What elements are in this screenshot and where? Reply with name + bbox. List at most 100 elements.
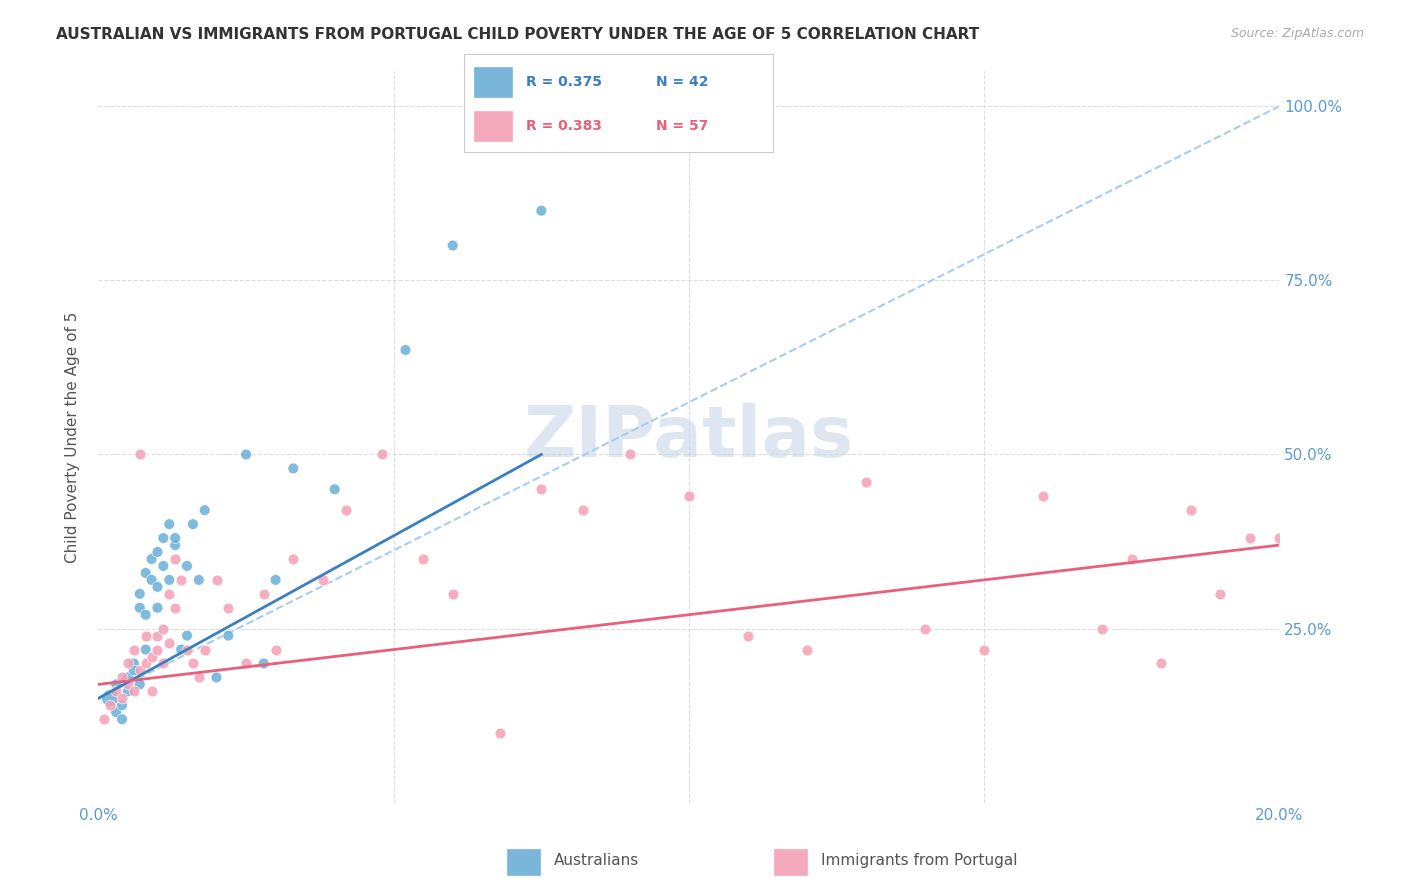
Point (530, 203, 553, 218)
Point (235, 657, 257, 671)
Point (93, 712, 115, 726)
Point (157, 635, 180, 649)
Point (217, 600, 239, 615)
FancyBboxPatch shape (506, 848, 541, 876)
Point (619, 448, 641, 462)
Point (1268, 531, 1291, 545)
Point (1209, 587, 1232, 601)
Point (394, 343, 416, 357)
Point (441, 238, 464, 252)
Point (194, 642, 217, 657)
Point (117, 657, 139, 671)
Point (194, 503, 217, 517)
Point (1150, 657, 1173, 671)
Point (253, 657, 276, 671)
Point (98, 698, 121, 713)
Point (323, 483, 346, 497)
Point (141, 573, 163, 587)
Point (128, 600, 150, 615)
Point (128, 587, 150, 601)
Point (135, 566, 157, 580)
Point (135, 657, 157, 671)
Point (796, 642, 818, 657)
Point (253, 587, 276, 601)
Point (157, 517, 180, 532)
Point (235, 448, 257, 462)
FancyBboxPatch shape (474, 66, 513, 98)
Point (571, 503, 593, 517)
Point (122, 664, 145, 678)
FancyBboxPatch shape (474, 111, 513, 142)
Point (105, 684, 128, 698)
Point (141, 552, 163, 566)
Point (165, 600, 187, 615)
Point (152, 622, 174, 636)
Point (128, 664, 150, 678)
Text: AUSTRALIAN VS IMMIGRANTS FROM PORTUGAL CHILD POVERTY UNDER THE AGE OF 5 CORRELAT: AUSTRALIAN VS IMMIGRANTS FROM PORTUGAL C… (56, 27, 980, 42)
Point (441, 587, 464, 601)
Point (122, 657, 145, 671)
Point (152, 558, 174, 573)
Point (111, 670, 134, 684)
Point (335, 503, 357, 517)
Point (283, 552, 305, 566)
Point (105, 705, 128, 719)
Point (205, 573, 228, 587)
Text: ZIPatlas: ZIPatlas (524, 402, 853, 472)
Point (283, 461, 305, 475)
Point (165, 531, 187, 545)
Point (1032, 489, 1054, 503)
Point (176, 629, 198, 643)
Text: N = 57: N = 57 (655, 120, 709, 133)
Point (135, 642, 157, 657)
Point (122, 684, 145, 698)
Point (152, 531, 174, 545)
Point (165, 538, 187, 552)
Point (98, 691, 121, 706)
Point (170, 573, 193, 587)
Point (187, 670, 209, 684)
Text: R = 0.375: R = 0.375 (526, 75, 602, 89)
Point (973, 642, 995, 657)
Text: Immigrants from Portugal: Immigrants from Portugal (821, 854, 1018, 868)
Point (157, 587, 180, 601)
Point (264, 642, 287, 657)
Point (135, 629, 157, 643)
Point (489, 726, 512, 740)
Point (176, 558, 198, 573)
Point (1239, 531, 1261, 545)
Point (146, 629, 169, 643)
Point (855, 475, 877, 490)
Point (187, 573, 209, 587)
FancyBboxPatch shape (773, 848, 808, 876)
Point (181, 517, 204, 532)
Point (117, 670, 139, 684)
Point (111, 691, 134, 706)
Point (117, 677, 139, 691)
Point (176, 642, 198, 657)
Text: Australians: Australians (554, 854, 640, 868)
Point (146, 580, 169, 594)
Point (141, 649, 163, 664)
Point (530, 483, 553, 497)
Point (105, 677, 128, 691)
Y-axis label: Child Poverty Under the Age of 5: Child Poverty Under the Age of 5 (65, 311, 80, 563)
Point (170, 642, 193, 657)
Point (312, 573, 335, 587)
Point (737, 629, 759, 643)
Point (264, 573, 287, 587)
Point (678, 489, 700, 503)
Text: R = 0.383: R = 0.383 (526, 120, 602, 133)
Point (128, 448, 150, 462)
Point (117, 684, 139, 698)
Point (152, 657, 174, 671)
Point (165, 552, 187, 566)
Point (122, 642, 145, 657)
Point (205, 670, 228, 684)
Text: Source: ZipAtlas.com: Source: ZipAtlas.com (1230, 27, 1364, 40)
Point (146, 642, 169, 657)
Point (1091, 622, 1114, 636)
Point (146, 600, 169, 615)
Point (181, 657, 204, 671)
Point (146, 545, 169, 559)
